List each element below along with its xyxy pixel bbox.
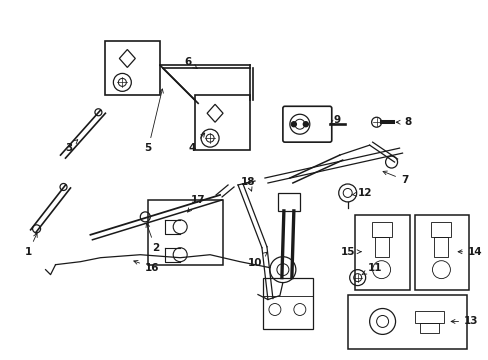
Circle shape <box>291 122 296 127</box>
Text: 5: 5 <box>144 89 163 153</box>
Text: 13: 13 <box>450 316 478 327</box>
Text: 14: 14 <box>457 247 482 257</box>
Bar <box>195 95 249 150</box>
Bar <box>414 311 444 323</box>
Text: 3: 3 <box>65 140 78 153</box>
Text: 6: 6 <box>184 58 197 68</box>
Bar <box>347 294 467 349</box>
Bar <box>354 215 408 289</box>
Bar <box>105 41 160 95</box>
Text: 17: 17 <box>187 195 205 212</box>
Bar <box>263 278 312 329</box>
Text: 1: 1 <box>25 233 37 257</box>
Bar <box>419 323 439 333</box>
Text: 9: 9 <box>329 115 340 125</box>
Text: 11: 11 <box>361 263 381 274</box>
Bar <box>430 222 450 237</box>
Text: 10: 10 <box>247 252 266 268</box>
Bar <box>414 215 468 289</box>
Text: 2: 2 <box>146 223 159 253</box>
Text: 15: 15 <box>340 247 360 257</box>
Text: 12: 12 <box>351 188 371 198</box>
Bar <box>277 193 299 211</box>
Text: 7: 7 <box>382 171 407 185</box>
Bar <box>371 222 391 237</box>
Bar <box>148 200 223 265</box>
Text: 16: 16 <box>134 260 159 273</box>
Bar <box>433 237 447 257</box>
Bar <box>374 237 388 257</box>
Text: 4: 4 <box>188 133 204 153</box>
Circle shape <box>303 122 308 127</box>
Text: 18: 18 <box>240 177 255 191</box>
Text: 8: 8 <box>395 117 410 127</box>
